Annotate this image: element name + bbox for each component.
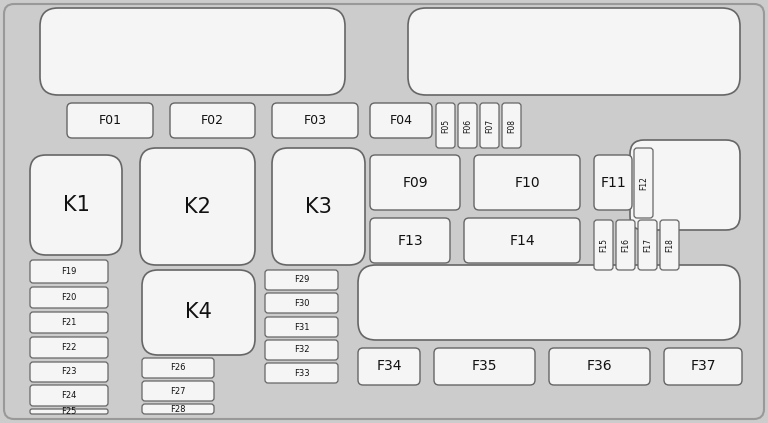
FancyBboxPatch shape — [660, 220, 679, 270]
FancyBboxPatch shape — [370, 218, 450, 263]
Text: F22: F22 — [61, 343, 77, 352]
Text: F02: F02 — [201, 114, 224, 127]
Text: F18: F18 — [665, 238, 674, 252]
FancyBboxPatch shape — [67, 103, 153, 138]
Text: F12: F12 — [639, 176, 648, 190]
FancyBboxPatch shape — [142, 404, 214, 414]
FancyBboxPatch shape — [30, 409, 108, 414]
FancyBboxPatch shape — [142, 358, 214, 378]
Text: F09: F09 — [402, 176, 428, 190]
Text: K4: K4 — [185, 302, 212, 322]
Text: F35: F35 — [472, 360, 497, 374]
FancyBboxPatch shape — [265, 293, 338, 313]
Text: K2: K2 — [184, 197, 211, 217]
FancyBboxPatch shape — [30, 287, 108, 308]
FancyBboxPatch shape — [142, 270, 255, 355]
Text: K1: K1 — [62, 195, 89, 215]
FancyBboxPatch shape — [464, 218, 580, 263]
Text: F19: F19 — [61, 267, 77, 276]
FancyBboxPatch shape — [4, 4, 764, 419]
Text: F25: F25 — [61, 407, 77, 416]
FancyBboxPatch shape — [272, 103, 358, 138]
FancyBboxPatch shape — [436, 103, 455, 148]
FancyBboxPatch shape — [265, 317, 338, 337]
FancyBboxPatch shape — [474, 155, 580, 210]
Text: F21: F21 — [61, 318, 77, 327]
Text: F32: F32 — [293, 346, 310, 354]
FancyBboxPatch shape — [502, 103, 521, 148]
Text: F26: F26 — [170, 363, 186, 373]
FancyBboxPatch shape — [434, 348, 535, 385]
FancyBboxPatch shape — [272, 148, 365, 265]
FancyBboxPatch shape — [408, 8, 740, 95]
Text: F15: F15 — [599, 238, 608, 252]
Text: F33: F33 — [293, 368, 310, 377]
FancyBboxPatch shape — [140, 148, 255, 265]
Text: K3: K3 — [305, 197, 332, 217]
FancyBboxPatch shape — [549, 348, 650, 385]
Text: F03: F03 — [303, 114, 326, 127]
FancyBboxPatch shape — [265, 340, 338, 360]
FancyBboxPatch shape — [664, 348, 742, 385]
FancyBboxPatch shape — [634, 148, 653, 218]
Text: F30: F30 — [293, 299, 310, 308]
Text: F36: F36 — [587, 360, 612, 374]
Text: F14: F14 — [509, 233, 535, 247]
FancyBboxPatch shape — [594, 220, 613, 270]
FancyBboxPatch shape — [616, 220, 635, 270]
Text: F29: F29 — [294, 275, 310, 285]
FancyBboxPatch shape — [458, 103, 477, 148]
FancyBboxPatch shape — [30, 385, 108, 406]
FancyBboxPatch shape — [30, 260, 108, 283]
Text: F11: F11 — [600, 176, 626, 190]
FancyBboxPatch shape — [30, 337, 108, 358]
FancyBboxPatch shape — [265, 363, 338, 383]
FancyBboxPatch shape — [40, 8, 345, 95]
FancyBboxPatch shape — [170, 103, 255, 138]
FancyBboxPatch shape — [370, 155, 460, 210]
Text: F24: F24 — [61, 391, 77, 400]
FancyBboxPatch shape — [594, 155, 632, 210]
Text: F20: F20 — [61, 293, 77, 302]
FancyBboxPatch shape — [358, 348, 420, 385]
FancyBboxPatch shape — [358, 265, 740, 340]
FancyBboxPatch shape — [30, 312, 108, 333]
Text: F17: F17 — [643, 238, 652, 252]
FancyBboxPatch shape — [142, 381, 214, 401]
FancyBboxPatch shape — [638, 220, 657, 270]
FancyBboxPatch shape — [30, 362, 108, 382]
Text: F08: F08 — [507, 118, 516, 132]
FancyBboxPatch shape — [370, 103, 432, 138]
Text: F06: F06 — [463, 118, 472, 132]
Text: F27: F27 — [170, 387, 186, 396]
Text: F05: F05 — [441, 118, 450, 132]
Text: F34: F34 — [376, 360, 402, 374]
Text: F23: F23 — [61, 368, 77, 376]
Text: F31: F31 — [293, 322, 310, 332]
Text: F37: F37 — [690, 360, 716, 374]
Text: F07: F07 — [485, 118, 494, 132]
FancyBboxPatch shape — [480, 103, 499, 148]
FancyBboxPatch shape — [630, 140, 740, 230]
Text: F16: F16 — [621, 238, 630, 252]
Text: F28: F28 — [170, 404, 186, 414]
Text: F13: F13 — [397, 233, 423, 247]
Text: F04: F04 — [389, 114, 412, 127]
Text: F01: F01 — [98, 114, 121, 127]
FancyBboxPatch shape — [30, 155, 122, 255]
FancyBboxPatch shape — [265, 270, 338, 290]
Text: F10: F10 — [515, 176, 540, 190]
